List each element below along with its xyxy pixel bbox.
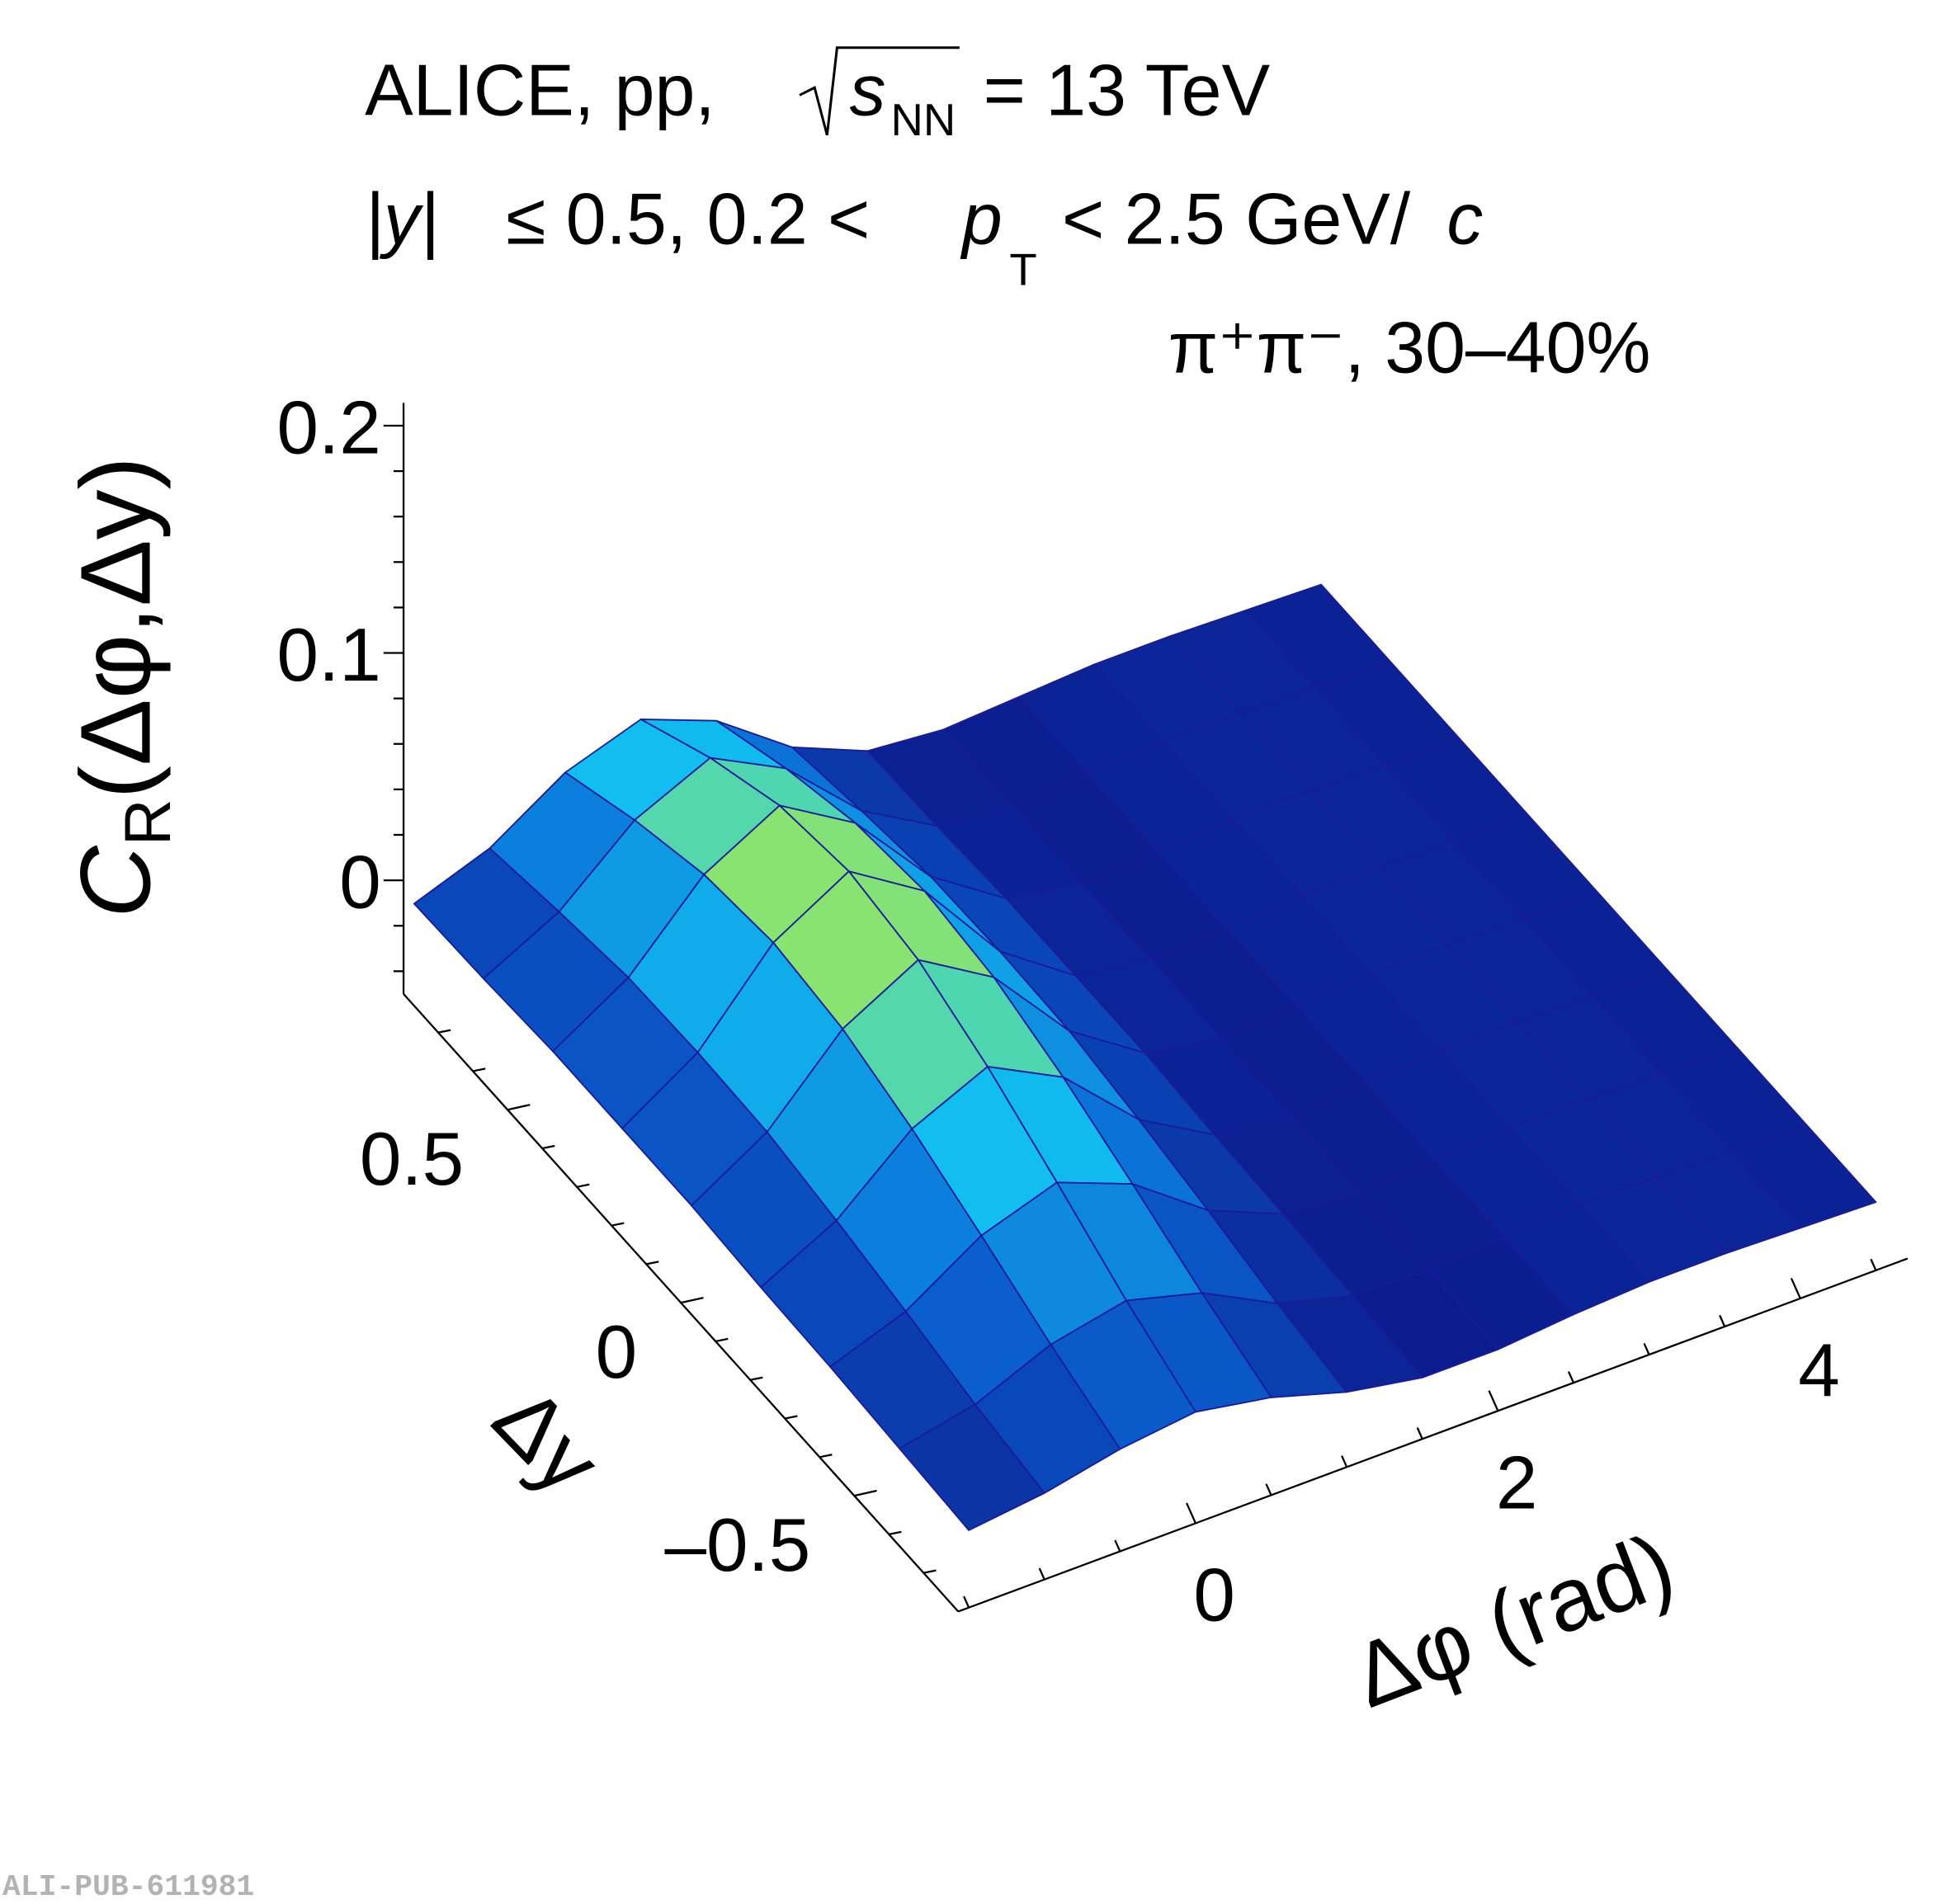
x-tick-label: 4 (1798, 1329, 1840, 1412)
x-tick (963, 1595, 970, 1609)
pt-subscript: T (1009, 244, 1036, 295)
x-tick (1643, 1342, 1650, 1355)
y-tick (472, 1067, 486, 1072)
pt-label: p (960, 179, 1003, 260)
y-tick (889, 1530, 902, 1535)
z-tick-label: 0.1 (277, 614, 381, 697)
x-tick (1488, 1390, 1499, 1412)
y-tick (715, 1337, 729, 1343)
header-line1: ALICE, pp, (365, 50, 715, 131)
sqrt-s-subscript: NN (891, 95, 956, 145)
header: ALICE, pp, s NN = 13 TeV |y| ≤ 0.5, 0.2 … (365, 46, 1651, 388)
y-tick (645, 1261, 659, 1265)
x-axis-line (957, 1257, 1909, 1613)
y-tick (576, 1183, 590, 1188)
y-tick (854, 1489, 877, 1497)
x-tick (1341, 1455, 1348, 1468)
particle-centrality-label: π⁺π⁻, 30–40% (1168, 307, 1651, 388)
y-tick (541, 1144, 555, 1150)
energy-label: = 13 TeV (984, 50, 1271, 131)
y-tick (785, 1415, 798, 1420)
x-tick-label: 0 (1193, 1554, 1235, 1638)
y-tick (507, 1104, 531, 1111)
x-tick (1719, 1314, 1726, 1327)
z-title-main: C (59, 845, 172, 918)
z-title-sub: R (111, 799, 184, 846)
z-tick-label: 0.2 (277, 386, 381, 469)
experiment-label: ALICE, pp, (365, 50, 715, 131)
y-tick (611, 1222, 625, 1227)
y-tick (819, 1454, 833, 1459)
sqrt-sign-icon (799, 46, 960, 136)
rapidity-cut-label: ≤ 0.5, 0.2 < (506, 179, 870, 260)
y-tick-label: 0 (596, 1311, 638, 1394)
z-title-rest: (Δφ,Δy) (59, 456, 172, 799)
x-tick (1870, 1258, 1877, 1271)
y-tick-label: –0.5 (664, 1504, 810, 1587)
y-tick-label: 0.5 (360, 1118, 464, 1201)
rapidity-label: |y| (365, 179, 439, 261)
y-tick (749, 1376, 763, 1381)
x-tick (1567, 1371, 1575, 1383)
y-tick (923, 1569, 937, 1574)
surface-cell (899, 1403, 1045, 1531)
z-tick-label: 0 (339, 841, 381, 924)
axes: 0 2 4 –0.5 0 0.5 0 0.1 0.2 (277, 386, 1909, 1638)
c-label: c (1446, 179, 1483, 260)
y-tick (437, 1029, 451, 1034)
z-axis-title: CR(Δφ,Δy) (59, 456, 184, 918)
x-axis-title: Δφ (rad) (1340, 1514, 1687, 1727)
x-tick (1114, 1539, 1121, 1553)
surface-mesh (413, 583, 1877, 1531)
sqrt-s-label: s (850, 50, 886, 131)
x-tick (1265, 1483, 1272, 1496)
x-tick-label: 2 (1496, 1441, 1538, 1525)
x-tick (1790, 1277, 1801, 1299)
y-tick (680, 1296, 704, 1304)
x-tick (1186, 1502, 1196, 1524)
watermark: ALI-PUB-611981 (2, 1870, 254, 1904)
pt-cut-label: < 2.5 GeV/ (1062, 179, 1411, 260)
x-tick (1416, 1427, 1423, 1440)
x-tick (1038, 1567, 1045, 1581)
